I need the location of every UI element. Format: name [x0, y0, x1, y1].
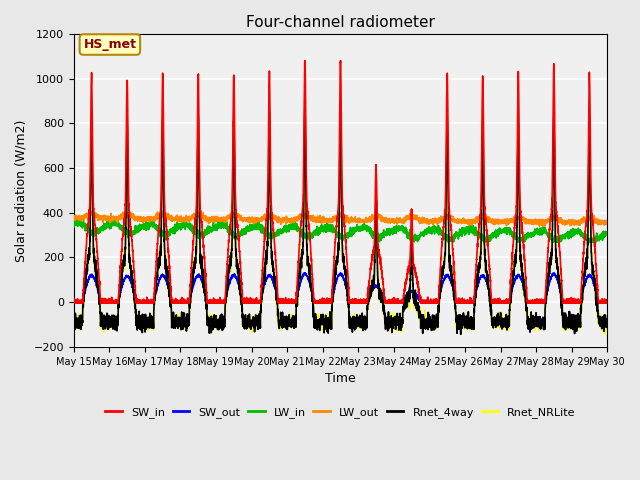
Title: Four-channel radiometer: Four-channel radiometer — [246, 15, 435, 30]
Text: HS_met: HS_met — [83, 38, 136, 51]
Y-axis label: Solar radiation (W/m2): Solar radiation (W/m2) — [15, 119, 28, 262]
X-axis label: Time: Time — [325, 372, 356, 385]
Legend: SW_in, SW_out, LW_in, LW_out, Rnet_4way, Rnet_NRLite: SW_in, SW_out, LW_in, LW_out, Rnet_4way,… — [101, 403, 580, 422]
